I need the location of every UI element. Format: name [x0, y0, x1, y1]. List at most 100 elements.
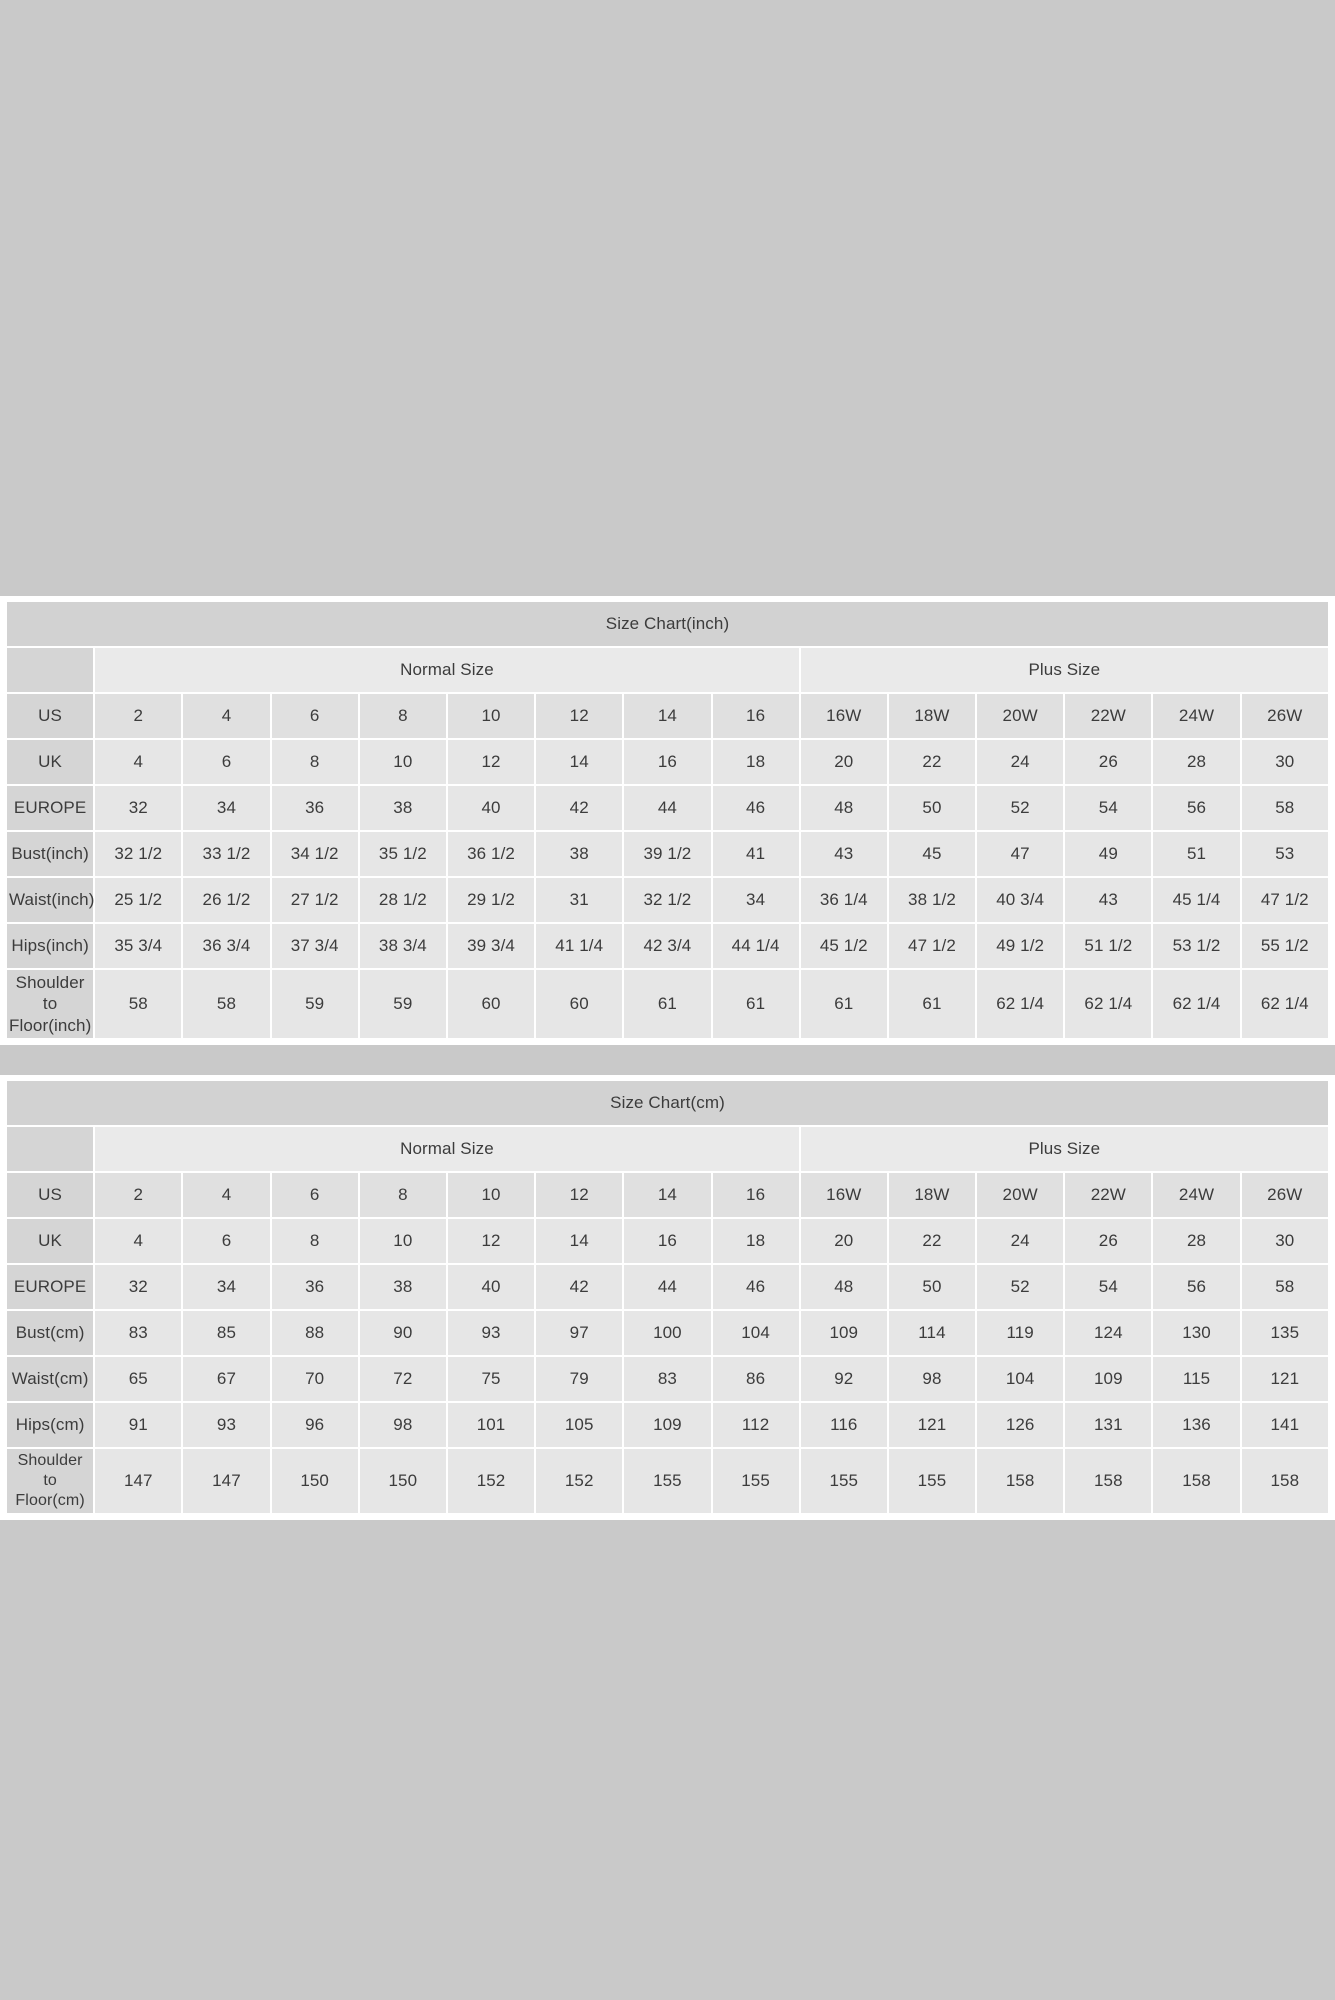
cell: 22	[888, 1218, 976, 1263]
cell: 22W	[1065, 1172, 1152, 1217]
cell: 44 1/4	[712, 924, 799, 968]
size-chart-cm-table: Size Chart(cm) Normal Size Plus Size US …	[5, 1079, 1330, 1515]
cell: 58	[1241, 1264, 1328, 1309]
group-header-normal-size: Normal Size	[95, 1126, 799, 1171]
table-row: Bust(cm) 83 85 88 90 93 97 100 104 109 1…	[7, 1310, 1328, 1355]
cell: 75	[447, 1356, 535, 1401]
cell: 12	[536, 694, 623, 738]
cell: 26W	[1241, 1172, 1328, 1217]
row-label-europe: EUROPE	[7, 786, 94, 830]
size-chart-cm-container: Size Chart(cm) Normal Size Plus Size US …	[0, 1074, 1335, 1520]
cell: 18W	[888, 694, 976, 738]
cell: 16W	[800, 1172, 887, 1217]
cell: 152	[447, 1448, 535, 1513]
cell: 100	[624, 1310, 711, 1355]
cell: 28	[1153, 740, 1240, 784]
row-label-shoulder-to-floor: Shoulder to Floor(inch)	[7, 970, 94, 1038]
cell: 147	[183, 1448, 270, 1513]
cell: 49 1/2	[977, 924, 1064, 968]
cell: 40	[447, 786, 535, 830]
cell: 155	[800, 1448, 887, 1513]
cell: 25 1/2	[95, 878, 182, 922]
cell: 56	[1153, 786, 1240, 830]
cell: 47 1/2	[888, 924, 976, 968]
cell: 45 1/2	[800, 924, 887, 968]
cell: 32 1/2	[95, 832, 182, 876]
cell: 18	[712, 1218, 799, 1263]
cell: 44	[624, 786, 711, 830]
size-chart-stack: Size Chart(inch) Normal Size Plus Size U…	[0, 596, 1335, 1520]
cell: 109	[1065, 1356, 1152, 1401]
row-label-europe: EUROPE	[7, 1264, 94, 1309]
table-row: Waist(inch) 25 1/2 26 1/2 27 1/2 28 1/2 …	[7, 878, 1328, 922]
cell: 158	[1241, 1448, 1328, 1513]
cell: 88	[271, 1310, 358, 1355]
cell: 158	[1065, 1448, 1152, 1513]
cell: 131	[1065, 1402, 1152, 1447]
cell: 4	[95, 740, 182, 784]
title-row: Size Chart(inch)	[7, 602, 1328, 646]
cell: 51	[1153, 832, 1240, 876]
cell: 22W	[1065, 694, 1152, 738]
size-chart-inch-container: Size Chart(inch) Normal Size Plus Size U…	[0, 596, 1335, 1045]
cell: 27 1/2	[271, 878, 358, 922]
cell: 10	[359, 740, 446, 784]
cell: 121	[1241, 1356, 1328, 1401]
cell: 32 1/2	[624, 878, 711, 922]
cell: 36 3/4	[183, 924, 270, 968]
cell: 38	[359, 1264, 446, 1309]
cell: 4	[95, 1218, 182, 1263]
cell: 20	[800, 740, 887, 784]
cell: 28 1/2	[359, 878, 446, 922]
cell: 55 1/2	[1241, 924, 1328, 968]
cell: 158	[1153, 1448, 1240, 1513]
cell: 130	[1153, 1310, 1240, 1355]
cell: 98	[888, 1356, 976, 1401]
cell: 119	[977, 1310, 1064, 1355]
cell: 83	[624, 1356, 711, 1401]
row-label-waist: Waist(cm)	[7, 1356, 94, 1401]
table-row: Shoulder to Floor(inch) 58 58 59 59 60 6…	[7, 970, 1328, 1038]
row-label-us: US	[7, 1172, 94, 1217]
table-row: Shoulder to Floor(cm) 147 147 150 150 15…	[7, 1448, 1328, 1513]
cell: 26W	[1241, 694, 1328, 738]
cell: 16	[712, 694, 799, 738]
cell: 35 1/2	[359, 832, 446, 876]
table-row: UK 4 6 8 10 12 14 16 18 20 22 24 26 28 3…	[7, 740, 1328, 784]
cell: 6	[271, 1172, 358, 1217]
cell: 93	[183, 1402, 270, 1447]
cell: 43	[1065, 878, 1152, 922]
cell: 155	[624, 1448, 711, 1513]
cell: 93	[447, 1310, 535, 1355]
table-row: Waist(cm) 65 67 70 72 75 79 83 86 92 98 …	[7, 1356, 1328, 1401]
cell: 10	[447, 1172, 535, 1217]
cell: 26	[1065, 740, 1152, 784]
cell: 24	[977, 1218, 1064, 1263]
cell: 28	[1153, 1218, 1240, 1263]
cell: 31	[536, 878, 623, 922]
cell: 38 1/2	[888, 878, 976, 922]
cell: 39 1/2	[624, 832, 711, 876]
size-chart-inch-table: Size Chart(inch) Normal Size Plus Size U…	[5, 600, 1330, 1040]
cell: 59	[359, 970, 446, 1038]
table-row: US 2 4 6 8 10 12 14 16 16W 18W 20W 22W 2…	[7, 1172, 1328, 1217]
cell: 12	[447, 1218, 535, 1263]
table-row: US 2 4 6 8 10 12 14 16 16W 18W 20W 22W 2…	[7, 694, 1328, 738]
cell: 62 1/4	[1065, 970, 1152, 1038]
cell: 4	[183, 694, 270, 738]
group-header-plus-size: Plus Size	[800, 648, 1328, 692]
cell: 136	[1153, 1402, 1240, 1447]
cell: 155	[712, 1448, 799, 1513]
cell: 36	[271, 1264, 358, 1309]
cell: 16	[624, 740, 711, 784]
cell: 6	[183, 740, 270, 784]
cell: 45 1/4	[1153, 878, 1240, 922]
cell: 30	[1241, 740, 1328, 784]
cell: 20W	[977, 694, 1064, 738]
cell: 2	[95, 1172, 182, 1217]
table-row: UK 4 6 8 10 12 14 16 18 20 22 24 26 28 3…	[7, 1218, 1328, 1263]
cell: 54	[1065, 1264, 1152, 1309]
cell: 40 3/4	[977, 878, 1064, 922]
cell: 34	[183, 786, 270, 830]
